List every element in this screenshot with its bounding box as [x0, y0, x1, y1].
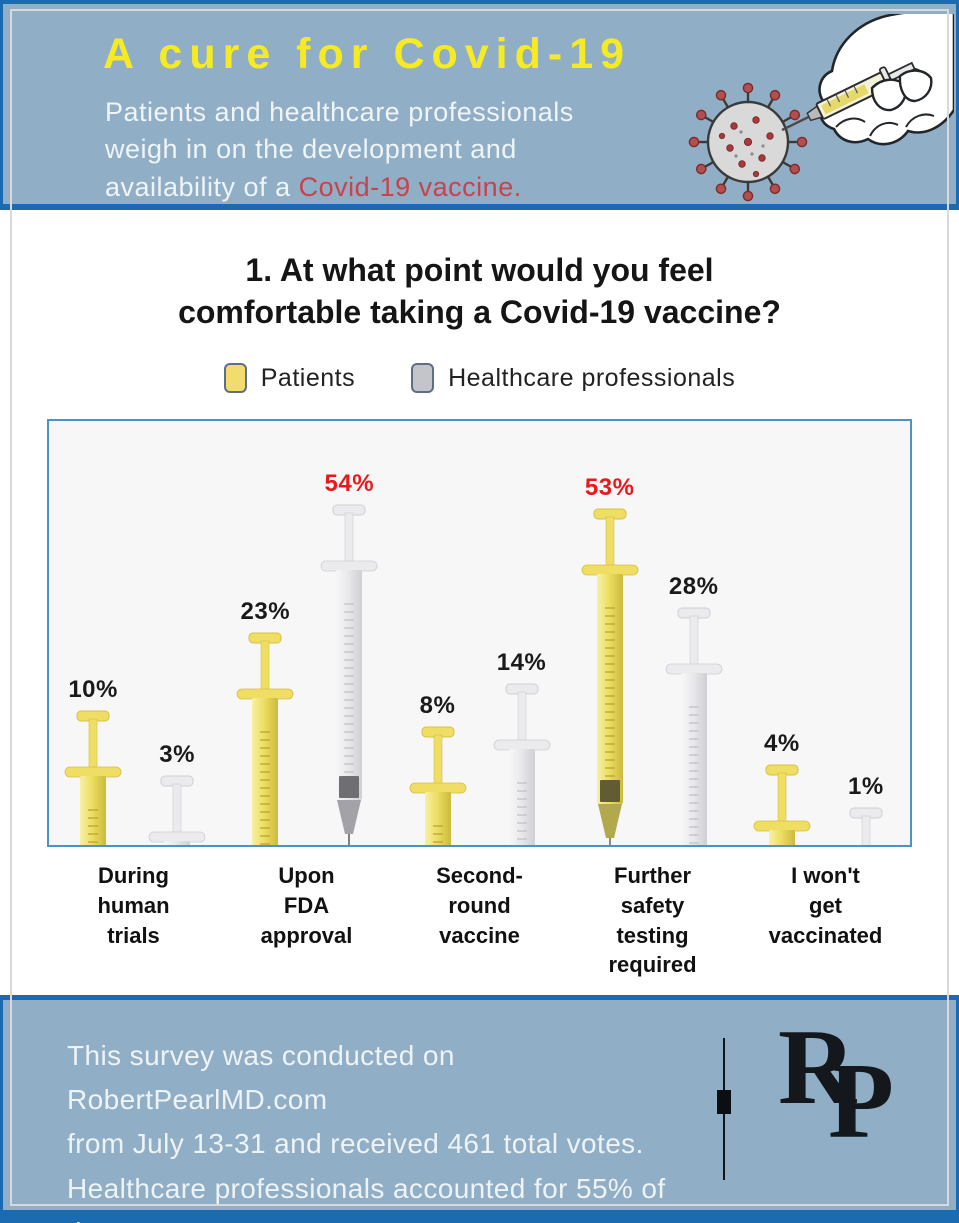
syringe-bar-chart: 10% 3% 23% 54% 8% — [47, 419, 912, 848]
survey-methodology-text: This survey was conducted on RobertPearl… — [67, 1040, 666, 1223]
header-subtitle: Patients and healthcare professionals we… — [105, 94, 595, 206]
legend-item-healthcare: Healthcare professionals — [411, 363, 736, 394]
value-label-healthcare-4: 1% — [848, 773, 884, 801]
rp-logo: R P — [778, 1014, 948, 1188]
syringe-bar-healthcare-4 — [836, 807, 896, 846]
syringe-bar-patients-0 — [63, 710, 123, 846]
survey-question-section: 1. At what point would you feel comfortab… — [0, 210, 959, 980]
value-label-patients-1: 23% — [240, 598, 291, 626]
syringe-bar-healthcare-0 — [147, 775, 207, 846]
syringe-bar-healthcare-2 — [492, 683, 552, 846]
value-label-healthcare-3: 28% — [668, 573, 719, 601]
question-line-1: 1. At what point would you feel — [245, 252, 714, 288]
value-label-healthcare-0: 3% — [159, 741, 195, 769]
header-banner: A cure for Covid-19 Patients and healthc… — [0, 0, 959, 210]
value-label-patients-0: 10% — [68, 676, 118, 704]
legend-label-healthcare: Healthcare professionals — [448, 363, 736, 392]
subtitle-highlight-text: Covid-19 vaccine. — [298, 171, 522, 202]
divider-notch — [717, 1090, 731, 1114]
chart-legend: Patients Healthcare professionals — [0, 363, 959, 394]
value-label-healthcare-1: 54% — [324, 470, 375, 498]
legend-chip-healthcare — [411, 363, 435, 394]
legend-item-patients: Patients — [223, 363, 356, 394]
syringe-bar-healthcare-3 — [664, 607, 724, 846]
value-label-healthcare-2: 14% — [496, 649, 547, 677]
value-label-patients-4: 4% — [764, 730, 800, 758]
category-label-3: Further safety testing required — [608, 863, 697, 978]
finger-overlap-icon — [870, 69, 933, 112]
legend-label-patients: Patients — [260, 363, 356, 392]
syringe-bar-patients-2 — [408, 726, 468, 846]
virus-icon — [688, 82, 808, 202]
value-label-patients-2: 8% — [419, 692, 456, 720]
page-title: A cure for Covid-19 — [103, 30, 632, 78]
category-label-2: Second- round vaccine — [436, 863, 523, 948]
category-label-4: I won't get vaccinated — [768, 863, 883, 948]
logo-letter-r: R — [778, 1008, 856, 1127]
legend-chip-patients — [223, 363, 247, 394]
category-label-1: Upon FDA approval — [260, 863, 353, 948]
question-line-2: comfortable taking a Covid-19 vaccine? — [178, 293, 781, 330]
footer-divider — [717, 1038, 731, 1180]
footer-banner: This survey was conducted on RobertPearl… — [0, 995, 959, 1223]
syringe-bar-patients-1 — [235, 632, 295, 846]
subtitle-plain-text: Patients and healthcare professionals we… — [105, 97, 574, 202]
hand-syringe-virus-illustration — [688, 14, 954, 202]
syringe-bar-healthcare-1 — [319, 504, 379, 846]
category-label-0: During human trials — [97, 863, 170, 948]
logo-letter-p: P — [828, 1042, 894, 1161]
syringe-bar-patients-3 — [580, 508, 640, 846]
syringe-bar-patients-4 — [752, 764, 812, 846]
category-labels-row: During human trials Upon FDA approval Seco… — [47, 861, 912, 980]
value-label-patients-3: 53% — [584, 474, 635, 502]
question-title: 1. At what point would you feel comfortab… — [0, 210, 959, 333]
